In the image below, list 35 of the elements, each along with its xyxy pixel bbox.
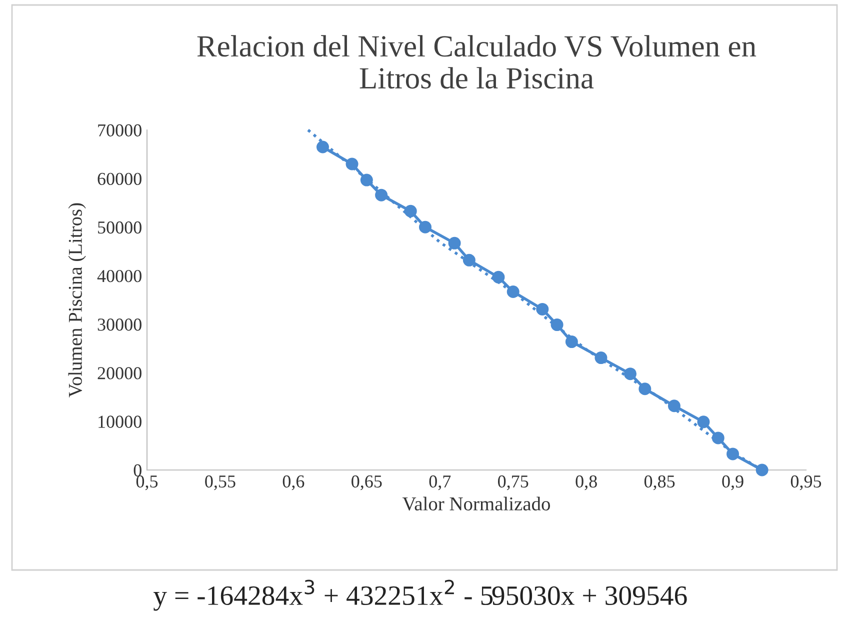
point [624,368,637,380]
point [492,270,505,284]
x-axis-title: Valor Normalizado [402,496,550,511]
point [550,318,564,332]
y-axis-title: Volumen Piscina (Litros) [68,203,86,398]
x-tick-label: 0,7 [429,475,451,490]
point [404,204,417,218]
y-tick-label: 0 [134,464,142,476]
point [565,336,578,348]
point [756,464,768,476]
y-tick-label: 40000 [97,270,142,282]
x-tick-label: 0,95 [790,475,822,490]
point [375,188,388,202]
point [316,140,329,154]
y-tick-label: 10000 [98,416,142,428]
y-tick-label: 70000 [98,124,142,136]
y-tick-label: 50000 [98,221,142,234]
y-tick-label: 20000 [98,367,142,380]
x-tick-label: 0,8 [576,475,597,490]
x-tick-label: 0,6 [282,475,304,490]
point [448,236,461,250]
x-tick-label: 0,55 [205,475,236,490]
y-tick-label: 60000 [98,172,142,186]
x-tick-label: 0,75 [498,475,528,490]
point [462,254,476,266]
x-tick-label: 0,85 [644,475,675,490]
point [668,400,680,412]
text: y = -164284x$^{3}$ + 432251x$^{2}$ - 595030x + 309546 [153,580,687,611]
x-tick-label: 0,5 [136,475,158,490]
point [697,416,710,428]
x-tick-label: 0,65 [352,475,382,490]
chart-title: Relacion del Nivel Calculado VS Volumen en Litros de la Piscina [197,35,756,89]
point [536,302,549,316]
y-tick-label: 30000 [98,318,142,331]
x-tick-label: 0,9 [722,475,744,490]
